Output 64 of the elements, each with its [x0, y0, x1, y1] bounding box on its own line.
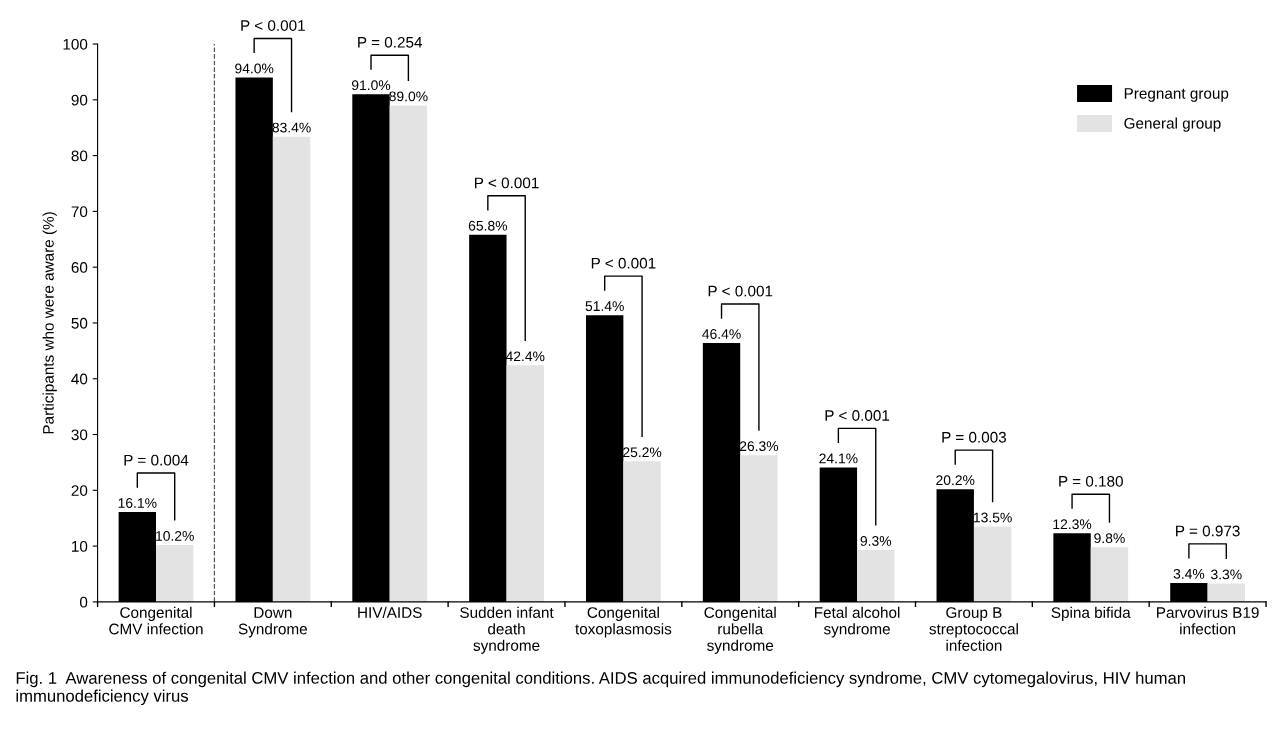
y-tick-label: 50 — [71, 317, 88, 329]
bar — [1207, 583, 1245, 602]
data-label: 25.2% — [623, 447, 662, 458]
x-tick-label: Down Syndrome — [238, 607, 307, 638]
bar — [857, 550, 895, 602]
data-label: 3.4% — [1173, 568, 1205, 579]
annotation: P < 0.001 — [708, 285, 773, 297]
bar — [506, 365, 544, 602]
annotation: P < 0.001 — [591, 257, 656, 269]
data-label: 89.0% — [389, 91, 428, 102]
x-tick-label: Parvovirus B19 infection — [1157, 606, 1259, 635]
annotation: P < 0.001 — [475, 177, 539, 189]
legend-label: General group — [1124, 117, 1221, 132]
data-label: 24.1% — [819, 453, 858, 464]
bar — [623, 461, 661, 602]
y-tick-label: 80 — [71, 150, 88, 162]
annotation: P = 0.973 — [1176, 525, 1240, 537]
annotation: P = 0.180 — [1059, 475, 1123, 487]
data-label: 94.0% — [235, 63, 274, 74]
y-tick-label: 30 — [71, 429, 88, 441]
annotation: P = 0.004 — [124, 454, 189, 466]
data-label: 46.4% — [702, 329, 741, 339]
bar — [156, 544, 194, 602]
bar — [740, 455, 778, 602]
data-label: 16.1% — [118, 498, 157, 508]
annotation: P < 0.001 — [825, 410, 890, 421]
bar — [272, 136, 311, 602]
legend-label: Pregnant group — [1124, 88, 1229, 102]
text: P < 0.001 — [241, 20, 305, 31]
y-tick-label: 20 — [71, 485, 88, 496]
annotation: P = 0.003 — [942, 431, 1007, 443]
annotation: P = 0.254 — [358, 36, 423, 48]
bar — [389, 105, 428, 602]
x-tick-label: Congenital CMV infection — [109, 606, 203, 635]
y-tick-label: 10 — [72, 540, 88, 552]
x-tick-label: HIV/AIDS — [358, 606, 422, 618]
caption: Fig. 1 Awareness of congenital CMV infection and other congenital conditions. AIDS acquired immunodeficiency syndrome, CMV cytomegalovirus, HIV human immunodeficiency virus — [16, 671, 1185, 706]
data-label: 9.8% — [1094, 533, 1125, 544]
data-label: 9.3% — [860, 536, 892, 546]
y-axis-title: Participants who were aware (%) — [42, 212, 57, 434]
x-tick-label: Congenital toxoplasmosis — [575, 606, 672, 638]
data-label: 12.3% — [1053, 519, 1092, 530]
y-tick-label: 0 — [79, 596, 88, 608]
y-tick-label: 90 — [71, 94, 88, 106]
x-tick-label: Spina bifida — [1051, 606, 1131, 621]
bar — [973, 526, 1012, 602]
x-tick-label: Group B streptococcal infection — [929, 607, 1018, 651]
y-tick-label: 40 — [71, 373, 88, 385]
data-label: 3.3% — [1211, 569, 1242, 580]
bar — [1090, 547, 1129, 602]
data-label: 13.5% — [973, 512, 1012, 523]
data-label: 91.0% — [351, 80, 391, 91]
y-tick-label: 70 — [71, 206, 88, 218]
data-label: 26.3% — [739, 441, 779, 452]
data-label: 51.4% — [585, 301, 624, 312]
x-tick-label: Congenital rubella syndrome — [704, 606, 776, 654]
y-tick-label: 60 — [71, 262, 88, 273]
data-label: 10.2% — [156, 531, 194, 541]
data-label: 42.4% — [505, 351, 545, 362]
y-tick-label: 100 — [63, 38, 88, 50]
data-label: 65.8% — [468, 220, 508, 231]
data-label: 20.2% — [936, 475, 975, 486]
x-tick-label: Sudden infant death syndrome — [460, 606, 554, 654]
x-tick-label: Fetal alcohol syndrome — [815, 606, 900, 638]
